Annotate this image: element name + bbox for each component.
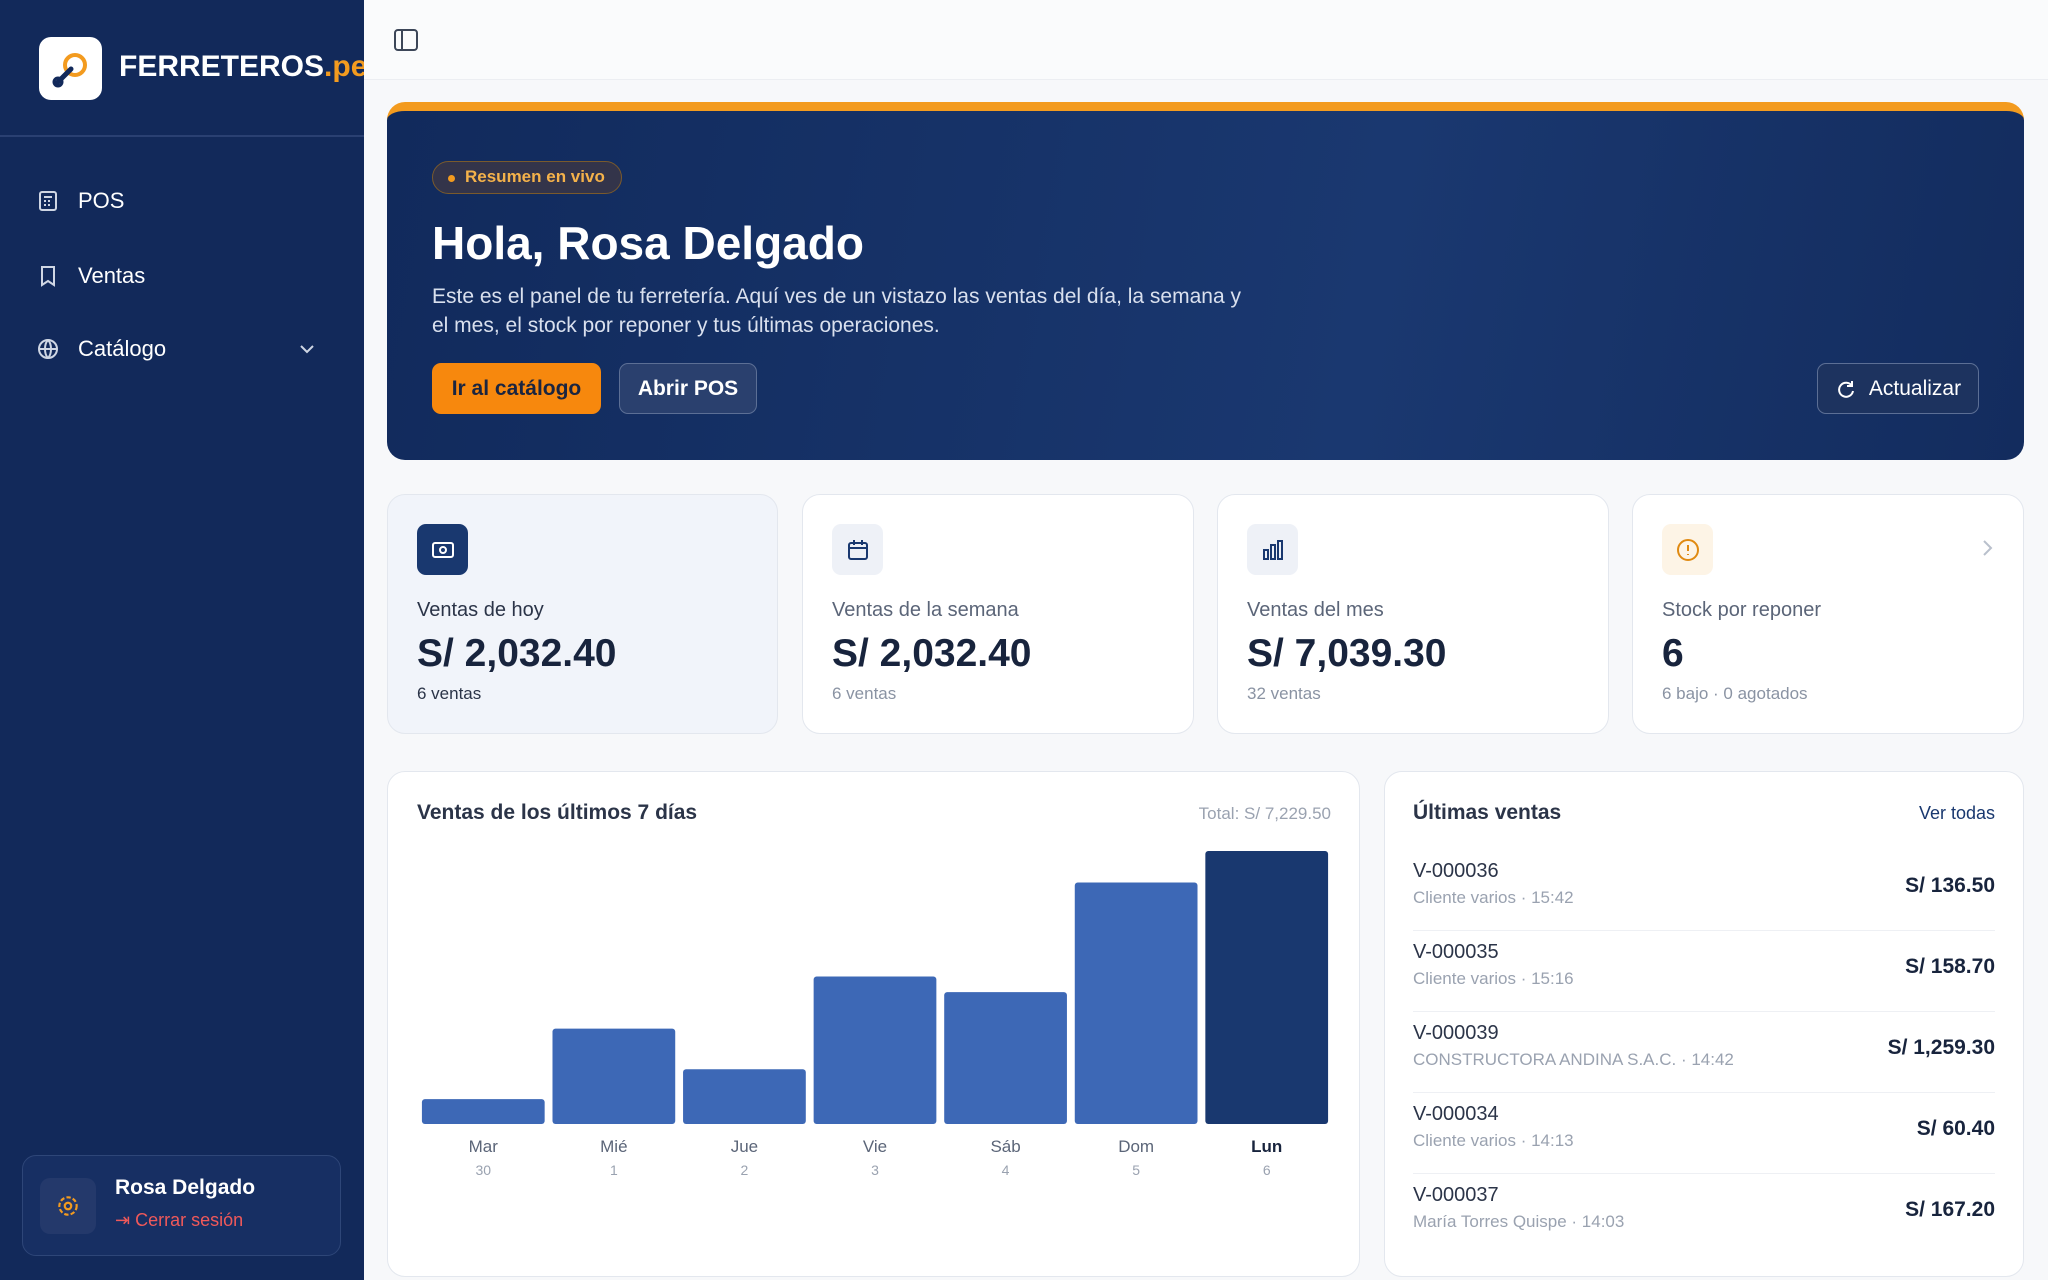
nav-item[interactable]: Catálogo — [36, 324, 336, 374]
sale-id: V-000036 — [1413, 860, 1499, 882]
stat-value: S/ 2,032.40 — [832, 632, 1032, 675]
nav-label: POS — [78, 188, 125, 213]
x-tick-label: Dom — [1118, 1137, 1154, 1156]
settings-button[interactable] — [40, 1178, 96, 1234]
sidebar-toggle[interactable] — [393, 27, 419, 53]
x-tick-sublabel: 6 — [1263, 1162, 1271, 1178]
refresh-label: Actualizar — [1868, 376, 1962, 400]
sale-detail: Cliente varios · 14:13 — [1413, 1131, 1574, 1150]
x-tick-label: Jue — [731, 1137, 758, 1156]
bar — [1074, 882, 1198, 1124]
sale-row[interactable]: V-000039 CONSTRUCTORA ANDINA S.A.C. · 14:… — [1413, 1012, 1995, 1093]
x-tick-sublabel: 4 — [1002, 1162, 1010, 1178]
refresh-button[interactable]: Actualizar — [1817, 363, 1979, 414]
sale-id: V-000034 — [1413, 1103, 1499, 1125]
sale-row[interactable]: V-000036 Cliente varios · 15:42 S/ 136.50 — [1413, 850, 1995, 931]
stat-detail: 6 bajo · 0 agotados — [1662, 684, 1808, 703]
stat-icon — [1662, 524, 1713, 575]
sale-detail: Cliente varios · 15:16 — [1413, 969, 1574, 988]
x-tick-label: Mié — [600, 1137, 627, 1156]
bar — [944, 992, 1067, 1124]
x-tick-label: Mar — [469, 1137, 499, 1156]
sidebar: FERRETEROS.pe POS Ventas Catálogo Rosa D… — [0, 0, 367, 1280]
x-tick-sublabel: 3 — [871, 1162, 879, 1178]
stat-value: 6 — [1662, 632, 1684, 675]
catalog-button[interactable]: Ir al catálogo — [432, 363, 601, 414]
x-tick-sublabel: 30 — [475, 1162, 491, 1178]
recent-sales: Últimas ventas Ver todas V-000036 Cliente… — [1384, 771, 2024, 1277]
stat-detail: 6 ventas — [832, 684, 897, 703]
stat-detail: 32 ventas — [1247, 684, 1321, 703]
x-tick-sublabel: 1 — [610, 1162, 618, 1178]
nav-label: Catálogo — [78, 336, 167, 361]
stat-value: S/ 2,032.40 — [417, 632, 617, 675]
bar — [813, 976, 937, 1124]
nav-item[interactable]: Ventas — [36, 251, 336, 301]
stat-label: Ventas de la semana — [832, 599, 1019, 621]
badge-label: Resumen en vivo — [465, 167, 605, 186]
badge: Resumen en vivo — [432, 161, 622, 194]
x-tick-sublabel: 5 — [1132, 1162, 1140, 1178]
stat-label: Stock por reponer — [1662, 599, 1821, 621]
pos-button[interactable]: Abrir POS — [619, 363, 757, 414]
stat-detail: 6 ventas — [417, 684, 482, 703]
bar — [552, 1028, 676, 1124]
user-name: Rosa Delgado — [115, 1176, 256, 1199]
topbar — [364, 0, 2048, 80]
sale-row[interactable]: V-000034 Cliente varios · 14:13 S/ 60.40 — [1413, 1093, 1995, 1174]
recent-title: Últimas ventas — [1413, 801, 1562, 824]
hero-title: Hola, Rosa Delgado — [432, 217, 864, 269]
bar — [1205, 851, 1329, 1124]
nav-item[interactable]: POS — [36, 176, 336, 226]
sale-id: V-000039 — [1413, 1022, 1499, 1044]
logout-label: Cerrar sesión — [135, 1210, 244, 1230]
sale-amount: S/ 1,259.30 — [1887, 1036, 1995, 1059]
x-tick-label: Sáb — [990, 1137, 1020, 1156]
bar — [683, 1069, 806, 1124]
sale-amount: S/ 158.70 — [1905, 955, 1995, 978]
stat-label: Ventas del mes — [1247, 599, 1384, 621]
stat-card[interactable]: Stock por reponer 6 6 bajo · 0 agotados — [1632, 494, 2024, 734]
view-all-link[interactable]: Ver todas — [1918, 803, 1995, 823]
logout[interactable]: ⇥ Cerrar sesión — [115, 1210, 244, 1230]
sale-id: V-000037 — [1413, 1184, 1499, 1206]
chevron — [1983, 540, 1993, 556]
chart-card: Ventas de los últimos 7 días Total: S/ 7… — [387, 771, 1360, 1277]
stat-card[interactable]: Ventas del mes S/ 7,039.30 32 ventas — [1217, 494, 1609, 734]
sale-row[interactable]: V-000037 María Torres Quispe · 14:03 S/ 16… — [1413, 1174, 1995, 1255]
stat-label: Ventas de hoy — [417, 599, 544, 621]
chart-title: Ventas de los últimos 7 días — [417, 801, 698, 824]
stat-icon — [1247, 524, 1298, 575]
bar-chart: Mar 30 Mié 1 Jue 2 Vie 3 Sáb 4 Dom 5 Lun 6 — [421, 851, 1329, 1178]
stat-card[interactable]: Ventas de hoy S/ 2,032.40 6 ventas — [387, 494, 778, 734]
brand: FERRETEROS.pe — [119, 50, 367, 84]
brand-suffix: .pe — [324, 50, 368, 83]
stat-icon — [832, 524, 883, 575]
hero-description: Este es el panel de tu ferretería. Aquí … — [432, 285, 1241, 337]
stat-icon — [417, 524, 468, 575]
sale-detail: CONSTRUCTORA ANDINA S.A.C. · 14:42 — [1413, 1050, 1734, 1069]
sale-amount: S/ 136.50 — [1905, 874, 1995, 897]
x-tick-sublabel: 2 — [741, 1162, 749, 1178]
sale-id: V-000035 — [1413, 941, 1499, 963]
sale-detail: Cliente varios · 15:42 — [1413, 888, 1574, 907]
bar — [421, 1099, 545, 1124]
sale-amount: S/ 167.20 — [1905, 1198, 1995, 1221]
brand-name: FERRETEROS — [119, 50, 325, 83]
hero: Resumen en vivo Hola, Rosa Delgado Este … — [387, 102, 2024, 460]
sale-row[interactable]: V-000035 Cliente varios · 15:16 S/ 158.70 — [1413, 931, 1995, 1012]
x-tick-label: Vie — [863, 1137, 887, 1156]
nav-label: Ventas — [78, 263, 146, 288]
logo[interactable] — [39, 37, 102, 100]
chart-total: Total: S/ 7,229.50 — [1198, 804, 1331, 823]
sale-amount: S/ 60.40 — [1916, 1117, 1995, 1140]
stat-value: S/ 7,039.30 — [1247, 632, 1447, 675]
divider — [0, 135, 364, 137]
stat-card[interactable]: Ventas de la semana S/ 2,032.40 6 ventas — [802, 494, 1194, 734]
user-card: Rosa Delgado ⇥ Cerrar sesión — [22, 1155, 341, 1256]
x-tick-label: Lun — [1251, 1137, 1282, 1156]
sale-detail: María Torres Quispe · 14:03 — [1413, 1212, 1625, 1231]
